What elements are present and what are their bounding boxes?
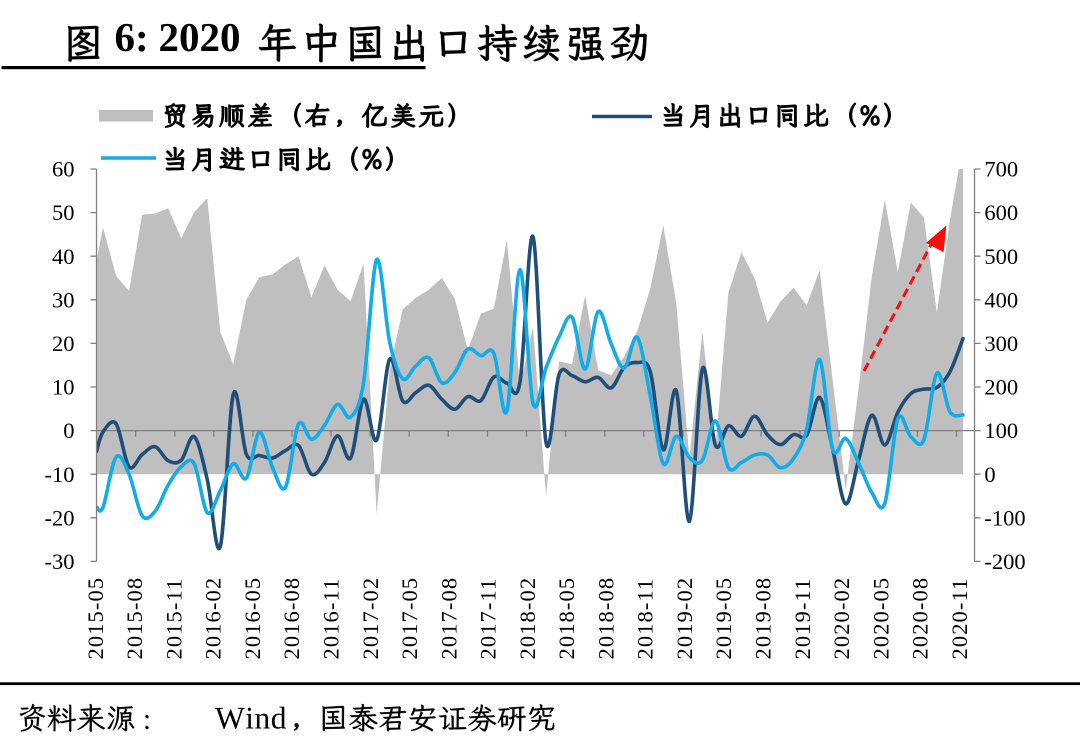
svg-text:20: 20: [52, 331, 75, 356]
svg-text:2016-08: 2016-08: [279, 577, 304, 660]
svg-text:2017-11: 2017-11: [476, 578, 501, 660]
svg-text:300: 300: [984, 331, 1018, 356]
svg-text:2017-05: 2017-05: [397, 577, 422, 660]
svg-text:2020-08: 2020-08: [908, 577, 933, 660]
svg-text:2018-11: 2018-11: [633, 578, 658, 660]
svg-text:2016-05: 2016-05: [240, 577, 265, 660]
svg-text:2015-08: 2015-08: [122, 577, 147, 660]
svg-text:2016-02: 2016-02: [201, 577, 226, 660]
svg-text:400: 400: [984, 287, 1018, 312]
svg-text:2019-02: 2019-02: [672, 577, 697, 660]
svg-text:2019-08: 2019-08: [751, 577, 776, 660]
svg-text:40: 40: [52, 244, 75, 269]
svg-text:2015-05: 2015-05: [83, 577, 108, 660]
svg-text:-100: -100: [984, 505, 1025, 530]
svg-text:2018-05: 2018-05: [554, 577, 579, 660]
svg-text:-10: -10: [45, 462, 75, 487]
svg-text:200: 200: [984, 375, 1018, 400]
svg-text:60: 60: [52, 157, 75, 182]
svg-text:2017-02: 2017-02: [358, 577, 383, 660]
svg-text:2020-11: 2020-11: [947, 578, 972, 660]
svg-text:50: 50: [52, 200, 75, 225]
svg-text:30: 30: [52, 287, 75, 312]
svg-text:-200: -200: [984, 549, 1025, 574]
svg-text:500: 500: [984, 244, 1018, 269]
svg-text:-20: -20: [45, 505, 75, 530]
svg-text:600: 600: [984, 200, 1018, 225]
svg-text:0: 0: [63, 418, 74, 443]
svg-text:2018-02: 2018-02: [515, 577, 540, 660]
svg-text:2019-11: 2019-11: [790, 578, 815, 660]
svg-text:2016-11: 2016-11: [319, 578, 344, 660]
svg-text:700: 700: [984, 157, 1018, 182]
svg-text:-30: -30: [45, 549, 75, 574]
svg-text:2015-11: 2015-11: [161, 578, 186, 660]
svg-text:100: 100: [984, 418, 1018, 443]
svg-text:10: 10: [52, 375, 75, 400]
svg-text:0: 0: [984, 462, 995, 487]
svg-text:2017-08: 2017-08: [436, 577, 461, 660]
svg-text:2020-05: 2020-05: [868, 577, 893, 660]
svg-text:2018-08: 2018-08: [593, 577, 618, 660]
svg-text:2020-02: 2020-02: [829, 577, 854, 660]
svg-text:2019-05: 2019-05: [711, 577, 736, 660]
